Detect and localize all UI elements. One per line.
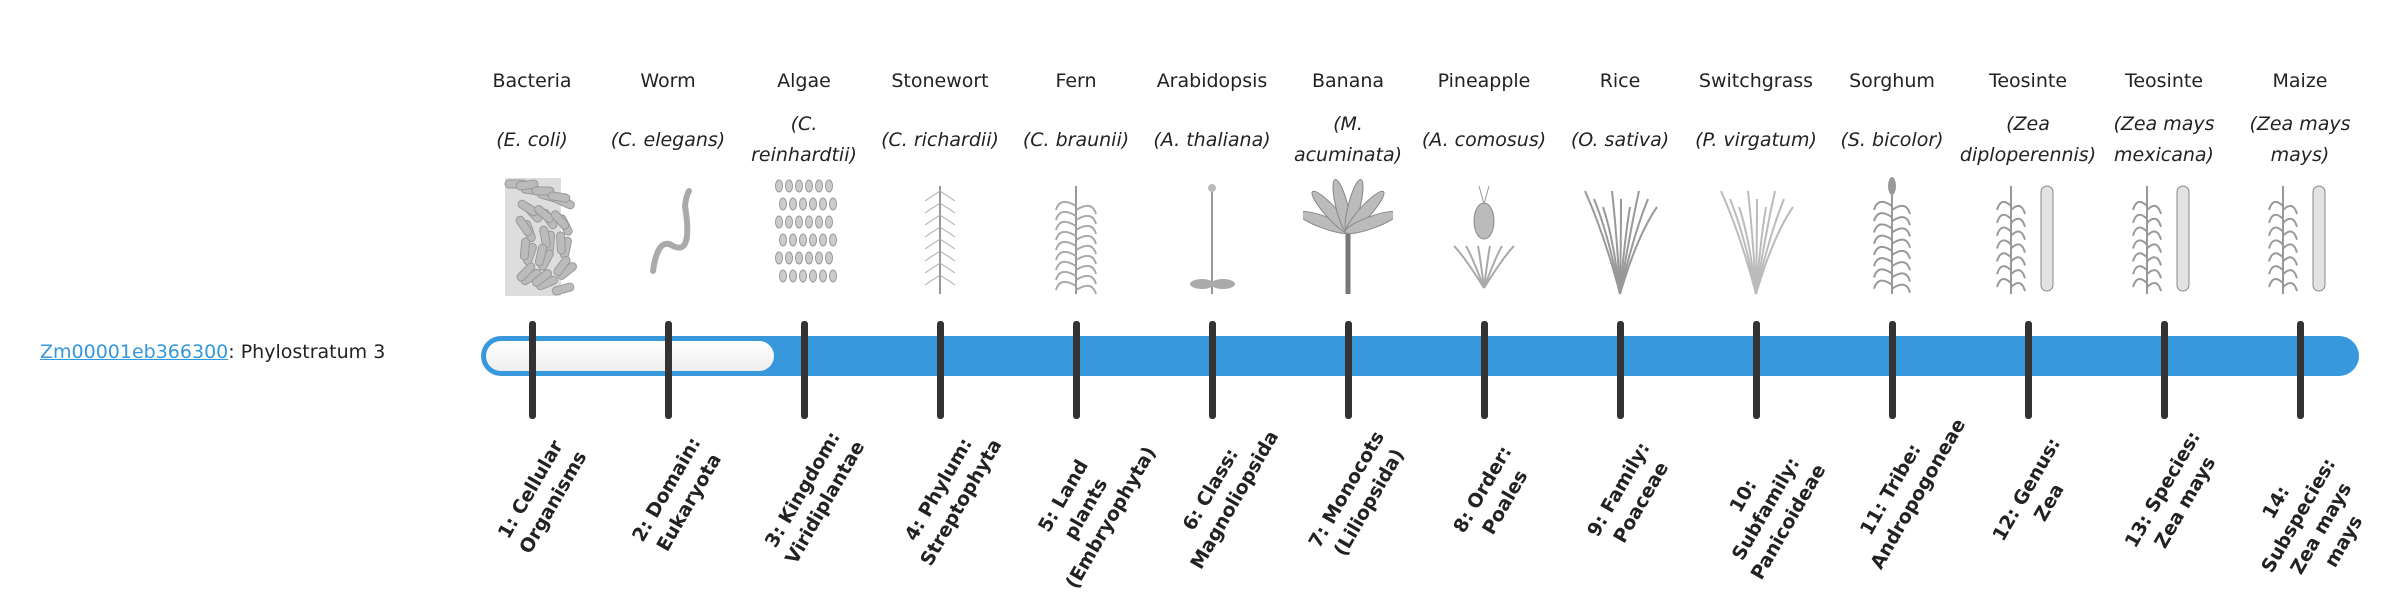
stratum-label: 3: Kingdom: Viridiplantae <box>760 427 870 568</box>
scientific-name-text: (Zea mays mexicana) <box>2113 113 2215 166</box>
organism-scientific-name: (Zea mays mays) <box>2232 108 2368 172</box>
scientific-name-text: (C. braunii) <box>1022 128 1130 151</box>
gene-label: Zm00001eb366300: Phylostratum 3 <box>40 341 385 363</box>
stratum-label: 5: Land plants (Embryophyta) <box>1034 442 1161 593</box>
organism-scientific-name: (A. comosus) <box>1416 108 1552 172</box>
gene-id-link[interactable]: Zm00001eb366300 <box>40 341 229 363</box>
stratum-tick <box>801 321 808 419</box>
separator: : <box>228 341 241 363</box>
stratum-label: 1: Cellular Organisms <box>493 436 592 558</box>
stratum-tick <box>1617 321 1624 419</box>
organism-common-name: Teosinte <box>2124 70 2204 92</box>
organism-common-name: Worm <box>640 70 696 92</box>
scientific-name-text: (S. bicolor) <box>1840 128 1944 151</box>
teosinte-icon <box>1960 176 2096 298</box>
stratum-tick <box>1753 321 1760 419</box>
stratum-label: 13: Species: Zea mays <box>2120 427 2221 553</box>
organism-scientific-name: (C. reinhardtii) <box>736 108 872 172</box>
organism-scientific-name: (O. sativa) <box>1552 108 1688 172</box>
stratum-tick <box>665 321 672 419</box>
organism-scientific-name: (C. elegans) <box>600 108 736 172</box>
sorghum-icon <box>1824 176 1960 298</box>
stonewort-icon <box>872 176 1008 298</box>
scientific-name-text: (C. elegans) <box>610 128 726 151</box>
algae-icon <box>736 176 872 298</box>
worm-icon <box>600 176 736 298</box>
stratum-tick <box>2297 321 2304 419</box>
teosinte-mexicana-icon <box>2096 176 2232 298</box>
organism-scientific-name: (S. bicolor) <box>1824 108 1960 172</box>
stratum-tick <box>2161 321 2168 419</box>
organism-common-name: Arabidopsis <box>1156 70 1268 92</box>
bacteria-icon <box>464 176 600 298</box>
scientific-name-text: (C. richardii) <box>881 128 999 151</box>
organism-common-name: Maize <box>2272 70 2328 92</box>
scientific-name-text: (A. thaliana) <box>1153 128 1271 151</box>
phylostratum-bar <box>481 336 2359 376</box>
stratum-label: 7: Monocots (Liliopsida) <box>1304 427 1409 560</box>
stratum-tick <box>1345 321 1352 419</box>
stratum-tick <box>1889 321 1896 419</box>
organism-common-name: Algae <box>777 70 831 92</box>
scientific-name-text: (M. acuminata) <box>1293 113 1403 166</box>
stratum-label: 2: Domain: Eukaryota <box>628 433 726 556</box>
organism-scientific-name: (P. virgatum) <box>1688 108 1824 172</box>
scientific-name-text: (C. reinhardtii) <box>751 113 857 166</box>
stratum-label: 14: Subspecies: Zea mays mays <box>2257 454 2368 579</box>
stratum-tick <box>1073 321 1080 419</box>
arabidopsis-icon <box>1144 176 1280 298</box>
stratum-label: 9: Family: Poaceae <box>1582 438 1674 547</box>
stratum-label: 12: Genus: Zea <box>1988 434 2069 545</box>
stratum-label: 11: Tribe: Andropogoneae <box>1855 414 1971 573</box>
rice-icon <box>1552 176 1688 298</box>
organism-scientific-name: (M. acuminata) <box>1280 108 1416 172</box>
organism-common-name: Banana <box>1311 70 1385 92</box>
stratum-label: 4: Phylum: Streptophyta <box>900 434 1007 570</box>
organism-scientific-name: (Zea diploperennis) <box>1960 108 2096 172</box>
stratum-label: 8: Order: Poales <box>1449 442 1533 539</box>
phylostratum-text: Phylostratum 3 <box>240 341 386 363</box>
scientific-name-text: (E. coli) <box>496 128 568 151</box>
switchgrass-icon <box>1688 176 1824 298</box>
stratum-label: 10: Subfamily: Panicoideae <box>1725 453 1831 584</box>
scientific-name-text: (Zea diploperennis) <box>1959 113 2097 166</box>
pineapple-icon <box>1416 176 1552 298</box>
organism-common-name: Sorghum <box>1849 70 1935 92</box>
stratum-tick <box>529 321 536 419</box>
scientific-name-text: (Zea mays mays) <box>2249 113 2351 166</box>
organism-common-name: Rice <box>1599 70 1641 92</box>
organism-common-name: Switchgrass <box>1698 70 1814 92</box>
scientific-name-text: (O. sativa) <box>1570 128 1670 151</box>
scientific-name-text: (P. virgatum) <box>1695 128 1817 151</box>
fern-icon <box>1008 176 1144 298</box>
organism-common-name: Teosinte <box>1988 70 2068 92</box>
organism-common-name: Stonewort <box>891 70 989 92</box>
maize-icon <box>2232 176 2368 298</box>
stratum-tick <box>2025 321 2032 419</box>
organism-scientific-name: (Zea mays mexicana) <box>2096 108 2232 172</box>
stratum-tick <box>1481 321 1488 419</box>
stratum-tick <box>1209 321 1216 419</box>
organism-common-name: Bacteria <box>492 70 572 92</box>
organism-common-name: Fern <box>1055 70 1097 92</box>
organism-common-name: Pineapple <box>1437 70 1531 92</box>
organism-scientific-name: (C. braunii) <box>1008 108 1144 172</box>
organism-scientific-name: (A. thaliana) <box>1144 108 1280 172</box>
stratum-tick <box>937 321 944 419</box>
stratum-label: 6: Class: Magnoliopsida <box>1178 426 1284 573</box>
scientific-name-text: (A. comosus) <box>1421 128 1547 151</box>
organism-scientific-name: (E. coli) <box>464 108 600 172</box>
banana-icon <box>1280 176 1416 298</box>
organism-scientific-name: (C. richardii) <box>872 108 1008 172</box>
